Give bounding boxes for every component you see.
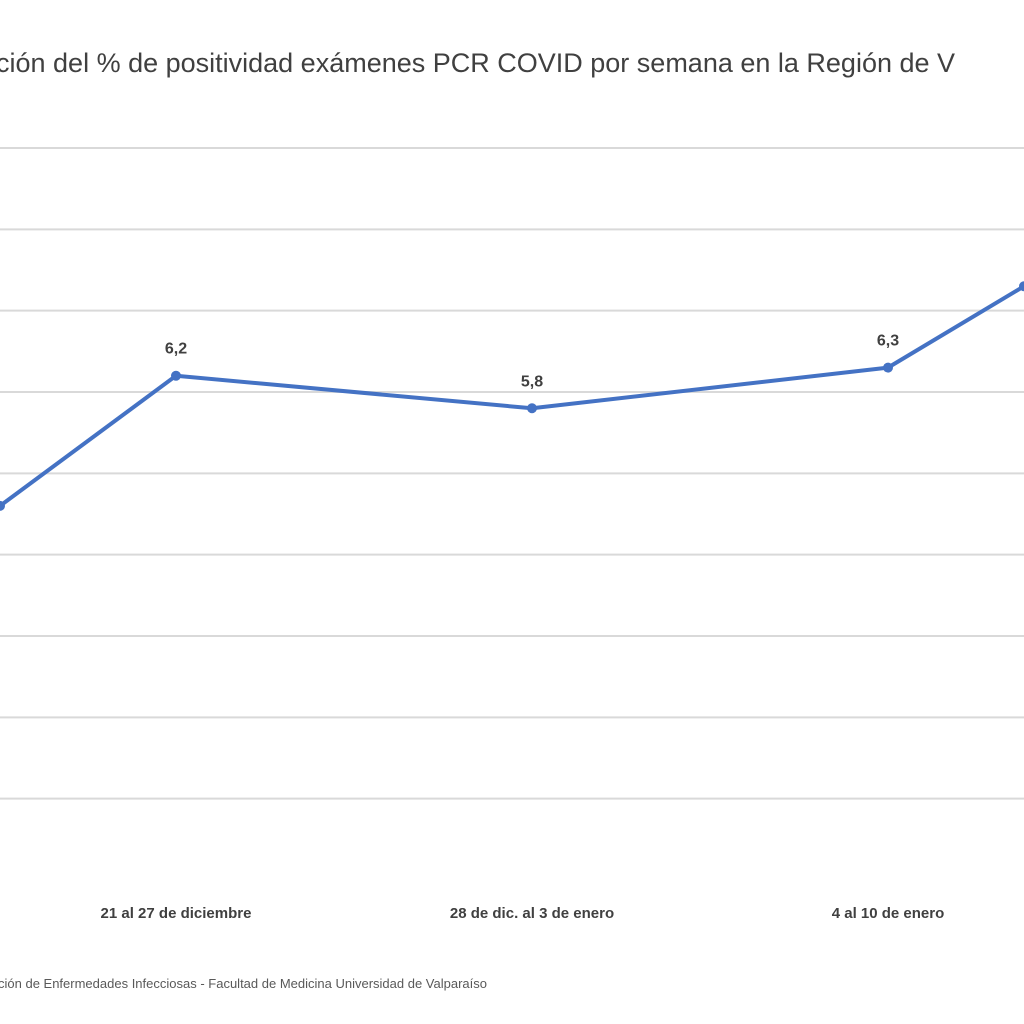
data-label: 6,2 — [165, 341, 187, 358]
x-tick-label: 21 al 27 de diciembre — [101, 905, 252, 922]
data-point — [883, 362, 893, 373]
x-tick-label: 28 de dic. al 3 de enero — [450, 905, 614, 922]
data-point — [527, 403, 537, 414]
data-label: 5,8 — [521, 373, 543, 390]
x-tick-label: 4 al 10 de enero — [832, 905, 945, 922]
source-note: ción de Enfermedades Infecciosas - Facul… — [0, 976, 487, 991]
series: 6,2 5,8 6,3 — [0, 281, 1024, 511]
data-point — [171, 370, 181, 381]
chart-title: ción del % de positividad exámenes PCR C… — [0, 48, 955, 78]
gridlines — [0, 147, 1024, 800]
x-axis-tick-labels: 21 al 27 de diciembre 28 de dic. al 3 de … — [101, 905, 945, 922]
data-label: 6,3 — [877, 333, 899, 350]
data-point — [1019, 281, 1024, 292]
data-point — [0, 500, 5, 511]
